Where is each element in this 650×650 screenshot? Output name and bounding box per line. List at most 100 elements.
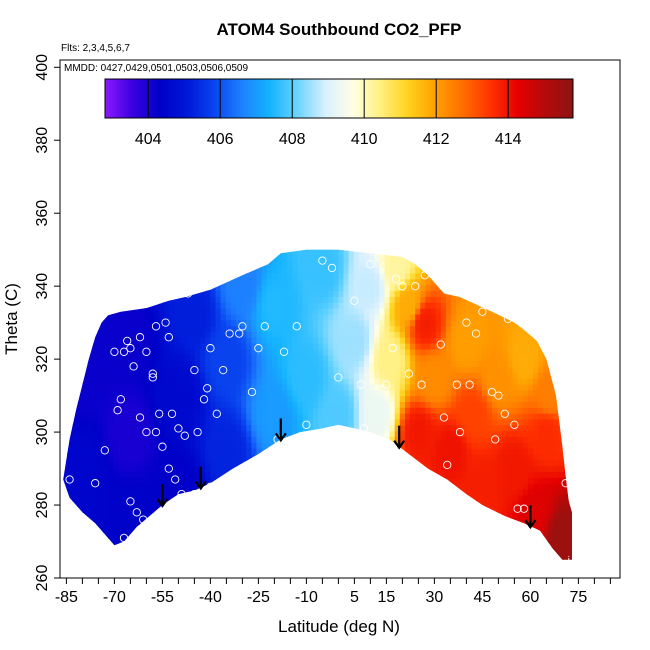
field-cell xyxy=(466,255,473,262)
field-cell xyxy=(113,413,119,420)
field-cell xyxy=(338,454,345,461)
field-cell xyxy=(225,553,232,560)
field-cell xyxy=(435,267,442,274)
field-cell xyxy=(123,430,130,437)
field-cell xyxy=(261,249,268,251)
field-cell xyxy=(354,565,360,571)
field-cell xyxy=(113,524,119,531)
field-cell xyxy=(481,290,488,297)
field-cell xyxy=(241,273,247,280)
field-cell xyxy=(394,500,401,508)
field-cell xyxy=(312,553,319,560)
field-cell xyxy=(230,383,237,391)
field-cell xyxy=(231,238,237,244)
field-cell xyxy=(353,383,360,391)
field-cell xyxy=(220,465,227,472)
field-cell xyxy=(456,518,462,525)
field-cell xyxy=(466,494,473,502)
field-cell xyxy=(87,343,94,350)
field-cell xyxy=(369,430,375,437)
field-cell xyxy=(92,296,99,303)
field-cell xyxy=(128,436,135,443)
field-cell xyxy=(492,395,498,402)
field-cell xyxy=(138,284,145,292)
field-cell xyxy=(435,348,442,356)
field-cell xyxy=(63,366,68,373)
field-cell xyxy=(456,296,462,303)
field-cell xyxy=(420,267,426,274)
field-cell xyxy=(164,319,170,327)
field-cell xyxy=(312,319,319,327)
field-cell xyxy=(415,378,421,385)
field-cell xyxy=(195,238,201,244)
field-cell xyxy=(149,494,155,502)
field-cell xyxy=(303,565,309,571)
field-cell xyxy=(435,389,442,397)
field-cell xyxy=(374,343,380,350)
field-cell xyxy=(220,524,227,531)
co2-field xyxy=(63,232,572,571)
field-cell xyxy=(92,267,99,274)
field-cell xyxy=(333,383,339,391)
field-cell xyxy=(143,325,150,332)
field-cell xyxy=(415,273,421,280)
field-cell xyxy=(225,424,232,432)
field-cell xyxy=(471,430,478,437)
field-cell xyxy=(358,506,365,513)
field-cell xyxy=(492,267,498,274)
field-cell xyxy=(92,424,99,432)
field-cell xyxy=(215,506,222,513)
field-cell xyxy=(277,313,283,321)
field-cell xyxy=(154,273,160,280)
field-cell xyxy=(169,401,176,408)
field-cell xyxy=(138,249,145,257)
field-cell xyxy=(143,442,150,449)
field-cell xyxy=(338,559,345,560)
field-cell xyxy=(82,448,89,455)
field-cell xyxy=(72,267,78,274)
field-cell xyxy=(282,454,288,461)
field-cell xyxy=(461,477,467,484)
field-cell xyxy=(118,512,124,519)
field-cell xyxy=(486,436,493,443)
field-cell xyxy=(436,232,442,238)
field-cell xyxy=(169,325,176,332)
field-cell xyxy=(297,547,304,554)
field-cell xyxy=(353,267,360,274)
field-cell xyxy=(256,273,263,280)
field-cell xyxy=(215,459,222,467)
field-cell xyxy=(328,477,334,484)
field-cell xyxy=(486,278,493,286)
field-cell xyxy=(72,249,78,251)
field-cell xyxy=(236,424,242,432)
field-cell xyxy=(246,512,252,519)
field-cell xyxy=(492,465,498,472)
field-cell xyxy=(358,489,365,496)
field-cell xyxy=(492,389,498,397)
field-cell xyxy=(205,302,211,309)
field-cell xyxy=(220,255,227,262)
field-cell xyxy=(369,296,375,303)
field-cell xyxy=(266,278,273,286)
field-cell xyxy=(374,494,380,502)
field-cell xyxy=(241,489,247,496)
field-cell xyxy=(236,308,242,315)
field-cell xyxy=(92,343,99,350)
field-cell xyxy=(338,518,345,525)
field-cell xyxy=(102,319,109,327)
field-cell xyxy=(143,448,150,455)
field-cell xyxy=(379,348,386,356)
field-cell xyxy=(307,506,314,513)
field-cell xyxy=(205,273,211,280)
field-cell xyxy=(374,238,380,244)
field-cell xyxy=(138,360,145,367)
field-cell xyxy=(77,255,83,262)
field-cell xyxy=(343,308,350,315)
field-cell xyxy=(292,419,298,426)
field-cell xyxy=(195,541,201,548)
field-cell xyxy=(333,249,339,251)
field-cell xyxy=(374,360,380,367)
field-cell xyxy=(230,273,237,280)
field-cell xyxy=(87,319,94,327)
field-cell xyxy=(169,436,176,443)
